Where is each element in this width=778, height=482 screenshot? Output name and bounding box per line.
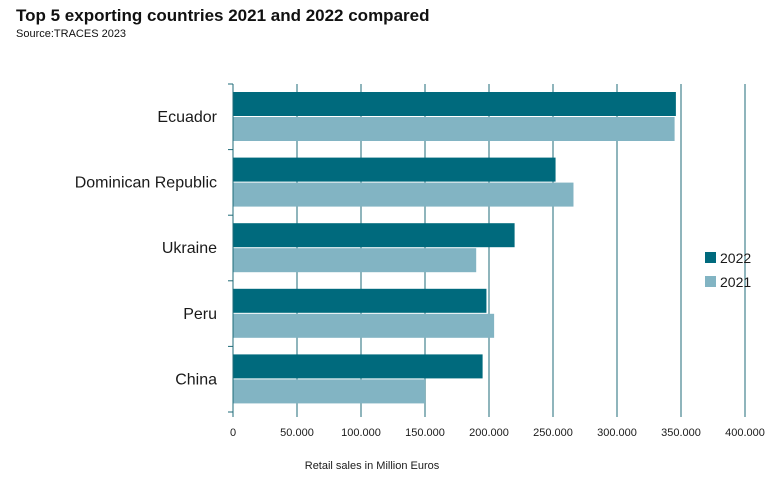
legend-swatch-2022: [705, 252, 716, 263]
bar-2022: [233, 354, 483, 379]
bar-2021: [233, 182, 574, 207]
category-label: Dominican Republic: [75, 175, 217, 192]
x-tick-label: 50.000: [280, 427, 314, 439]
bar-2021: [233, 117, 675, 141]
chart-subtitle: Source:TRACES 2023: [16, 28, 127, 40]
bar-2022: [233, 157, 556, 182]
chart-title: Top 5 exporting countries 2021 and 2022 …: [16, 6, 430, 25]
category-label: Peru: [183, 306, 217, 323]
bar-2021: [233, 379, 425, 404]
category-label: Ukraine: [162, 240, 217, 257]
legend-label-2021: 2021: [720, 274, 751, 290]
x-tick-label: 100.000: [341, 427, 381, 439]
x-tick-label: 200.000: [469, 427, 509, 439]
x-axis-label: Retail sales in Million Euros: [305, 460, 440, 472]
x-tick-label: 350.000: [661, 427, 701, 439]
bar-2021: [233, 313, 495, 338]
x-tick-label: 400.000: [725, 427, 765, 439]
x-tick-label: 0: [230, 427, 236, 439]
category-label: China: [175, 371, 217, 388]
legend-label-2022: 2022: [720, 250, 751, 266]
axes: [228, 83, 746, 417]
x-tick-label: 150.000: [405, 427, 445, 439]
labels: 0 50.000 100.000 150.000 200.000 250.000 300.0…: [75, 109, 765, 472]
bar-2022: [233, 92, 676, 116]
bar-2022: [233, 288, 487, 313]
bar-2021: [233, 248, 477, 273]
category-label: Ecuador: [157, 109, 217, 126]
x-tick-label: 250.000: [533, 427, 573, 439]
bar-2022: [233, 223, 515, 248]
legend-swatch-2021: [705, 276, 716, 287]
legend: 2022 2021: [705, 250, 751, 290]
bars: [233, 92, 676, 404]
x-tick-label: 300.000: [597, 427, 637, 439]
